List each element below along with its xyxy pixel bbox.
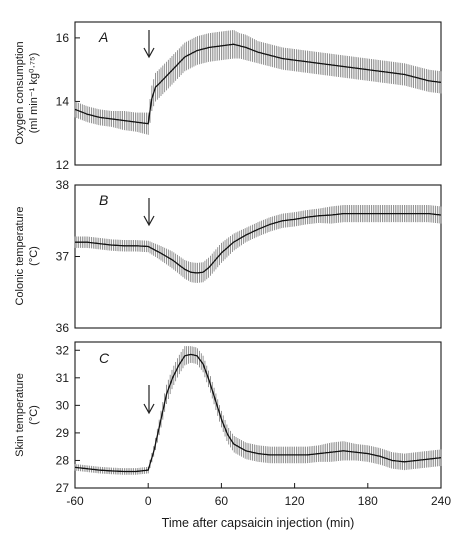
- panel-a-injection-arrow: [143, 30, 155, 59]
- panel-a-letter: A: [98, 29, 108, 45]
- xtick-label-4: 180: [358, 494, 378, 508]
- panel-a-ylabel-line1: Oxygen consumption: [14, 41, 26, 144]
- panel-b-arrow-head: [143, 215, 155, 227]
- panel-a-ytick-label-0: 12: [56, 158, 70, 172]
- panel-c-ylabel-line1: Skin temperature: [14, 373, 26, 457]
- xtick-label-1: 0: [145, 494, 152, 508]
- panel-b-ylabel-line1: Colonic temperature: [14, 206, 26, 305]
- xtick-label-0: -60: [66, 494, 84, 508]
- xtick-label-2: 60: [215, 494, 229, 508]
- xtick-label-3: 120: [285, 494, 305, 508]
- xtick-label-5: 240: [431, 494, 451, 508]
- panel-b-mean-line: [75, 212, 442, 274]
- panel-c-letter: C: [99, 350, 110, 366]
- panel-a-oxygen-consumption: 12 14 16 A Oxygen consumption (ml min⁻¹ kg…: [14, 21, 442, 172]
- panel-b-ylabel-line2: (°C): [28, 246, 40, 266]
- panel-c-ytick-label-4: 31: [56, 371, 70, 385]
- panel-b-injection-arrow: [143, 198, 155, 227]
- panel-a-ytick-label-2: 16: [56, 31, 70, 45]
- panel-c-ytick-label-2: 29: [56, 426, 70, 440]
- panel-a-ylabel-line2: (ml min⁻¹ kg⁰·⁷⁵): [28, 53, 40, 133]
- panel-c-ytick-label-0: 27: [56, 481, 70, 495]
- panel-a-mean-line: [74, 43, 442, 125]
- panel-c-mean-line: [74, 353, 442, 473]
- panel-c-frame: [74, 341, 442, 489]
- x-axis-label: Time after capsaicin injection (min): [162, 516, 355, 530]
- panel-a-ytick-label-1: 14: [56, 94, 70, 108]
- panel-c-ytick-label-5: 32: [56, 343, 70, 357]
- panel-c-skin-temperature: 27 28 29 30 31 32 -60 0 60 120 180 240 C Skin temp…: [14, 341, 451, 530]
- panel-a-arrow-head: [143, 47, 155, 59]
- panel-b-ytick-label-2: 38: [56, 178, 70, 192]
- panel-b-ytick-label-0: 36: [56, 321, 70, 335]
- panel-c-ylabel-line2: (°C): [28, 405, 40, 425]
- panel-c-arrow-head: [143, 403, 155, 415]
- panel-b-colonic-temperature: 36 37 38 B Colonic temperature (°C): [14, 178, 442, 335]
- panel-c-ytick-label-1: 28: [56, 453, 70, 467]
- panel-b-letter: B: [99, 192, 108, 208]
- panel-c-injection-arrow: [143, 385, 155, 415]
- panel-c-ytick-label-3: 30: [56, 398, 70, 412]
- panel-b-ytick-label-1: 37: [56, 250, 70, 264]
